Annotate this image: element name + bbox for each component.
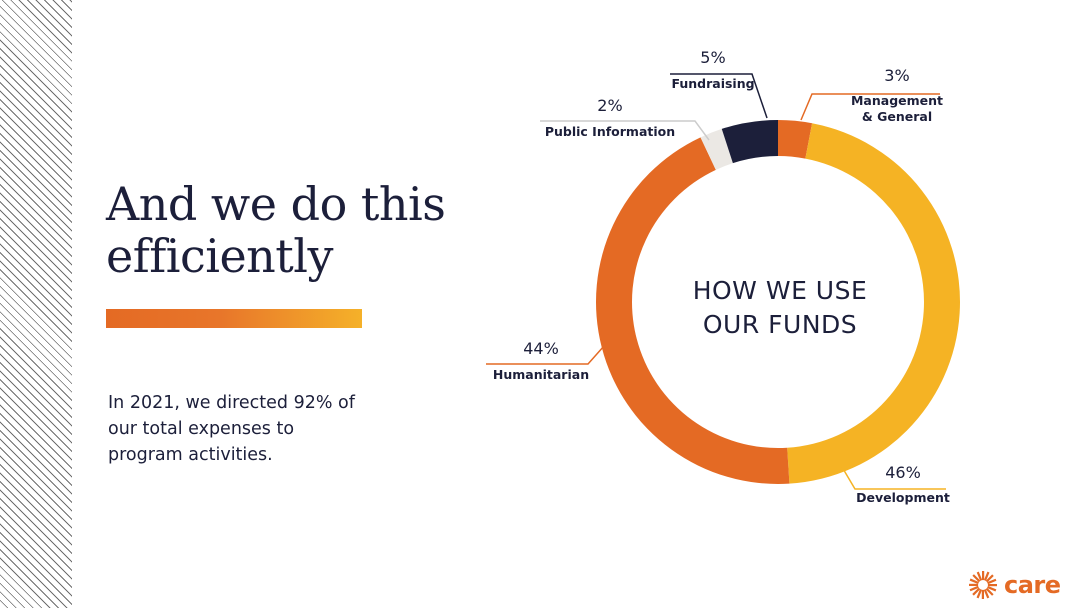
slice-name-development: Development	[856, 490, 950, 505]
chart-center-title: HOW WE USE OUR FUNDS	[640, 274, 920, 342]
slice-pct-management: 3%	[884, 66, 910, 85]
headline: And we do this efficiently	[106, 177, 446, 283]
care-logo: care	[968, 568, 1078, 602]
slice-name-public-information: Public Information	[544, 124, 676, 139]
slice-label-management: 3% Management & General	[842, 66, 952, 125]
leader-line-humanitarian	[486, 345, 605, 365]
slice-name-humanitarian: Humanitarian	[492, 367, 590, 382]
logo-text: care	[1004, 571, 1061, 599]
slice-name-management-line1: Management	[850, 93, 943, 108]
starburst-logo-icon	[969, 571, 997, 599]
leader-line-management	[800, 93, 940, 121]
donut-slice-humanitarian	[596, 137, 790, 485]
leader-line-fundraising	[670, 73, 768, 119]
slice-label-humanitarian: 44% Humanitarian	[484, 339, 598, 383]
accent-gradient-bar	[106, 309, 362, 328]
summary-text: In 2021, we directed 92% of our total ex…	[108, 393, 355, 465]
donut-slice-development	[787, 123, 961, 484]
slice-pct-public-information: 2%	[597, 96, 623, 115]
slice-name-fundraising: Fundraising	[671, 76, 755, 91]
center-title-line2: OUR FUNDS	[702, 310, 858, 339]
slice-label-development: 46% Development	[850, 463, 956, 506]
slice-label-public-information: 2% Public Information	[543, 96, 677, 140]
slice-pct-development: 46%	[885, 463, 921, 482]
slice-pct-fundraising: 5%	[700, 48, 726, 67]
hatch-pattern-decoration	[0, 0, 72, 608]
slice-pct-humanitarian: 44%	[523, 339, 559, 358]
slice-name-management-line2: & General	[861, 109, 933, 124]
donut-slice-fundraising	[721, 120, 778, 164]
center-title-line1: HOW WE USE	[692, 276, 868, 305]
leader-line-public-information	[540, 120, 710, 141]
donut-slice-management	[778, 120, 813, 159]
leader-line-development	[841, 466, 946, 490]
slice-label-fundraising: 5% Fundraising	[668, 48, 758, 92]
